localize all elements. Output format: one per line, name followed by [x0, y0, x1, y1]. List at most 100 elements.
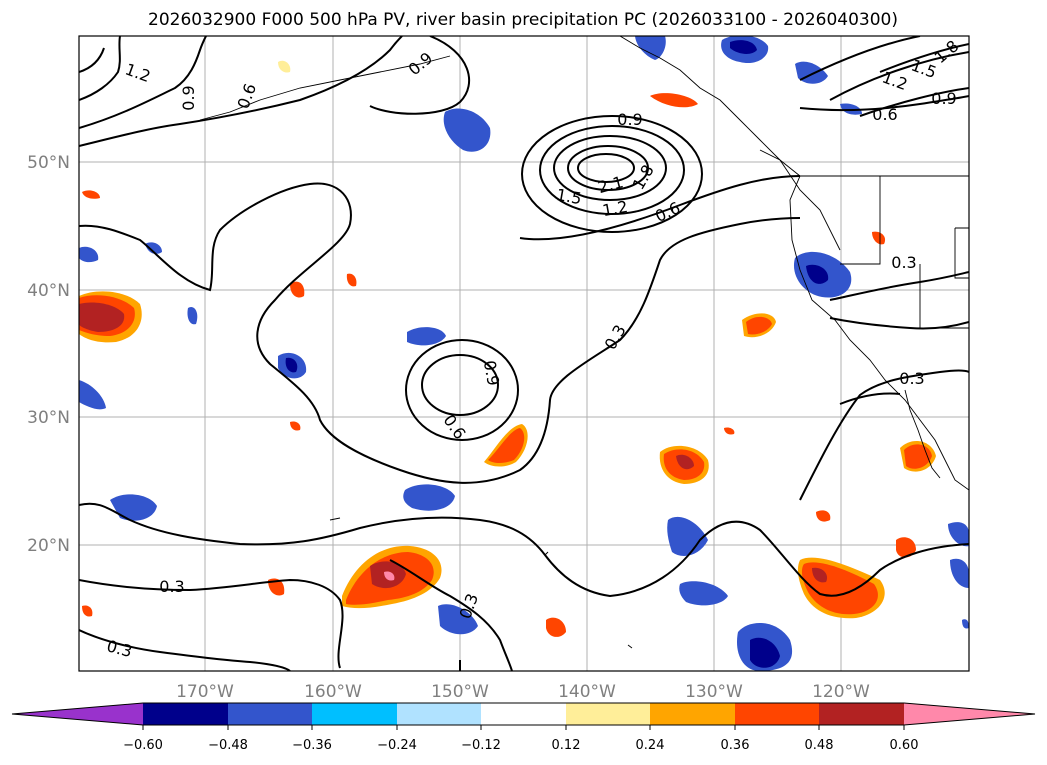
precip-blob — [79, 302, 125, 332]
lon-label: 140°W — [558, 682, 616, 702]
precip-blob — [750, 637, 780, 668]
pv-contour — [79, 36, 207, 129]
pv-contour — [79, 47, 105, 73]
colorbar-segment — [566, 703, 650, 725]
map-panel: 1.2 0.9 0.6 0.9 0.9 1.5 2.1 1.8 1.2 0.6 … — [27, 35, 970, 702]
precip-blob — [812, 567, 828, 583]
pv-contour — [553, 135, 667, 201]
precip-blob — [488, 428, 525, 463]
precip-blob — [724, 427, 735, 435]
alaska-bc-coast — [619, 36, 801, 177]
lat-label: 40°N — [27, 281, 70, 301]
pv-contour — [79, 578, 344, 669]
lat-label: 50°N — [27, 153, 70, 173]
precip-blob — [79, 380, 106, 410]
precip-blob — [948, 522, 969, 547]
precip-negative-areas — [79, 36, 969, 671]
colorbar-tick-label: −0.36 — [292, 738, 332, 753]
contour-label: 0.3 — [891, 253, 916, 272]
colorbar-tick-label: 0.48 — [805, 738, 834, 753]
precip-blob — [730, 40, 757, 54]
precip-blob — [746, 316, 772, 335]
precip-blob — [679, 581, 728, 606]
pv-contours — [79, 36, 969, 671]
contour-label: 0.3 — [899, 369, 924, 388]
pv-contour — [79, 502, 969, 598]
pv-contour — [539, 125, 685, 215]
precip-blob — [79, 246, 99, 263]
precip-blob — [145, 242, 162, 254]
precip-blob — [962, 619, 969, 629]
longitude-labels: 170°W 160°W 150°W 140°W 130°W 120°W — [176, 682, 870, 702]
colorbar-tick-label: −0.12 — [461, 738, 501, 753]
precip-blob — [110, 494, 157, 521]
map-frame — [78, 35, 970, 672]
pv-contour — [519, 175, 801, 241]
precip-blob — [346, 273, 357, 287]
lat-label: 20°N — [27, 536, 70, 556]
pv-contour — [829, 51, 969, 101]
precip-blob — [546, 617, 566, 637]
pv-contour — [567, 145, 649, 191]
colorbar-tick-label: 0.24 — [636, 738, 665, 753]
precip-blob — [82, 605, 93, 617]
precip-blob — [290, 421, 301, 431]
colorbar-segment — [735, 703, 819, 725]
colorbar-tick-label: −0.24 — [377, 738, 417, 753]
colorbar-segment — [143, 703, 228, 725]
pv-contour — [577, 153, 635, 183]
precip-positive-areas — [79, 60, 936, 637]
precip-blob — [896, 537, 916, 558]
pv-contour — [829, 317, 969, 330]
precip-blob — [82, 190, 100, 199]
pv-contour — [79, 182, 801, 484]
precip-blob — [290, 281, 305, 298]
baja-california — [904, 389, 941, 479]
contour-label: 0.9 — [617, 110, 642, 129]
pv-contour — [799, 95, 969, 112]
contour-label: 1.2 — [601, 197, 629, 220]
precip-blob — [268, 578, 285, 596]
figure-title: 2026032900 F000 500 hPa PV, river basin … — [148, 10, 898, 30]
latitude-labels: 50°N 40°N 30°N 20°N — [27, 153, 70, 556]
pv-contour — [879, 43, 969, 73]
precip-blob — [635, 36, 666, 60]
pv-contour — [389, 559, 513, 671]
colorbar-tick-label: −0.48 — [208, 738, 248, 753]
contour-label: 0.9 — [480, 359, 503, 387]
colorbar-tick-label: 0.60 — [890, 738, 919, 753]
pv-contour — [829, 271, 969, 301]
bc-islands — [759, 149, 841, 251]
colorbar-segment — [481, 703, 566, 725]
precip-blob — [872, 231, 886, 245]
colorbar-segment — [228, 703, 312, 725]
pv-contour — [421, 354, 499, 416]
precip-blob — [667, 516, 708, 556]
colorbar-segment — [650, 703, 735, 725]
colorbar-tick-label: 0.12 — [552, 738, 581, 753]
precip-blob — [443, 108, 491, 152]
colorbar-tick-label: 0.36 — [721, 738, 750, 753]
contour-label: 0.6 — [872, 105, 897, 124]
pv-contour — [369, 36, 471, 115]
colorbar-segment — [819, 703, 904, 725]
precip-blob — [806, 264, 829, 284]
contour-label: 0.9 — [179, 85, 198, 110]
lon-label: 120°W — [812, 682, 870, 702]
pv-contour — [521, 115, 703, 233]
aleutian-islands — [199, 55, 451, 121]
precip-blob — [384, 571, 395, 581]
colorbar-segment — [312, 703, 397, 725]
pv-contour — [859, 87, 969, 117]
precip-blob — [950, 558, 969, 588]
precip-blob — [816, 510, 831, 522]
lat-label: 30°N — [27, 408, 70, 428]
pv-contour — [79, 36, 121, 101]
lon-label: 150°W — [431, 682, 489, 702]
colorbar-ticks — [142, 725, 905, 730]
colorbar-tick-label: −0.60 — [123, 738, 163, 753]
lon-label: 170°W — [176, 682, 234, 702]
state-borders — [840, 176, 881, 265]
precip-blob — [187, 306, 198, 325]
